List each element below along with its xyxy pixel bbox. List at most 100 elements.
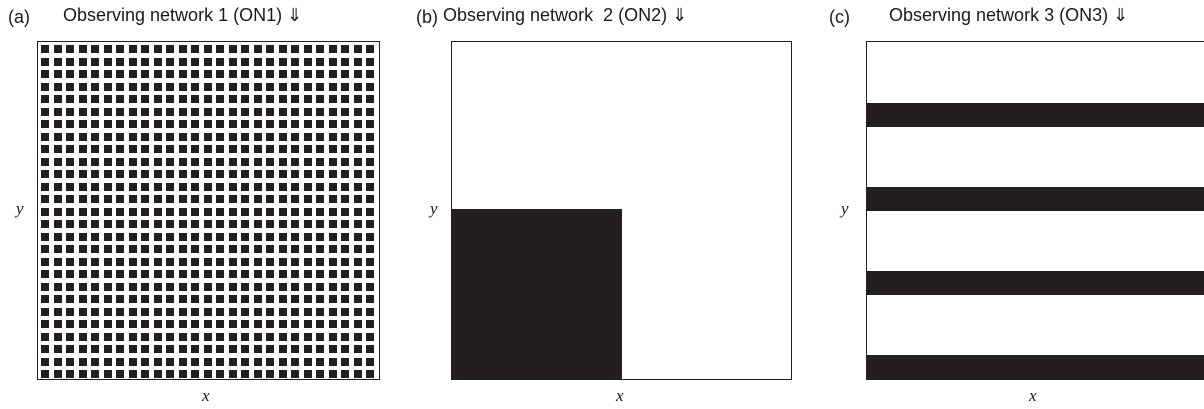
- observation-point: [228, 145, 237, 153]
- observation-point: [366, 157, 374, 166]
- observation-point: [241, 307, 249, 316]
- observation-point: [266, 82, 274, 91]
- observation-point: [53, 282, 62, 291]
- observation-point: [328, 370, 337, 378]
- observation-point: [91, 82, 99, 91]
- observation-point: [216, 370, 224, 378]
- observation-point: [166, 257, 174, 266]
- observation-point: [153, 220, 162, 228]
- observation-point: [103, 357, 112, 366]
- observation-point: [78, 157, 87, 166]
- observation-point: [116, 282, 124, 291]
- observation-point: [128, 157, 137, 166]
- observation-point: [241, 345, 249, 353]
- observation-point: [66, 195, 74, 203]
- observation-point: [116, 295, 124, 303]
- observation-point: [203, 57, 212, 66]
- observation-point: [253, 345, 262, 353]
- observation-point: [41, 107, 49, 116]
- observation-point: [91, 207, 99, 216]
- observation-point: [341, 57, 349, 66]
- observation-point: [53, 345, 62, 353]
- panel-b-y-axis-label: y: [430, 199, 438, 218]
- observation-point: [116, 182, 124, 191]
- observation-point: [178, 220, 187, 228]
- observation-point: [78, 145, 87, 153]
- observation-point: [241, 145, 249, 153]
- observation-point: [253, 82, 262, 91]
- observation-point: [203, 282, 212, 291]
- observation-point: [341, 332, 349, 341]
- observation-point: [78, 45, 87, 53]
- observation-point: [103, 282, 112, 291]
- observation-point: [216, 207, 224, 216]
- observation-point: [128, 57, 137, 66]
- observation-point: [241, 332, 249, 341]
- observation-point: [241, 57, 249, 66]
- observation-point: [141, 295, 149, 303]
- observation-point: [103, 170, 112, 178]
- observation-point: [116, 120, 124, 128]
- observation-point: [78, 320, 87, 328]
- observation-point: [191, 182, 199, 191]
- panel-a-label: (a): [8, 7, 30, 27]
- observation-point: [41, 120, 49, 128]
- observation-point: [303, 370, 312, 378]
- observation-point: [191, 170, 199, 178]
- observation-point: [41, 232, 49, 241]
- observation-point: [316, 120, 324, 128]
- observation-point: [116, 357, 124, 366]
- observation-point: [228, 195, 237, 203]
- observation-point: [341, 207, 349, 216]
- observation-point: [366, 282, 374, 291]
- observation-point: [41, 145, 49, 153]
- observation-point: [166, 45, 174, 53]
- observation-point: [41, 345, 49, 353]
- observation-point: [303, 195, 312, 203]
- observation-point: [103, 145, 112, 153]
- observation-point: [178, 195, 187, 203]
- observation-point: [128, 195, 137, 203]
- observation-point: [303, 282, 312, 291]
- observation-point: [53, 207, 62, 216]
- observation-point: [128, 132, 137, 141]
- observation-point: [53, 182, 62, 191]
- observation-point: [216, 132, 224, 141]
- observation-point: [216, 307, 224, 316]
- observation-point: [116, 320, 124, 328]
- observation-point: [191, 357, 199, 366]
- observation-point: [328, 232, 337, 241]
- observation-point: [253, 207, 262, 216]
- observation-point: [128, 320, 137, 328]
- observation-point: [241, 45, 249, 53]
- observation-point: [191, 282, 199, 291]
- observation-point: [53, 120, 62, 128]
- observation-point: [203, 345, 212, 353]
- observation-point: [216, 107, 224, 116]
- observation-point: [141, 45, 149, 53]
- observation-point: [103, 257, 112, 266]
- observation-point: [153, 145, 162, 153]
- observation-point: [278, 282, 287, 291]
- observation-point: [41, 182, 49, 191]
- observation-point: [216, 95, 224, 103]
- observation-point: [353, 257, 362, 266]
- observation-point: [228, 220, 237, 228]
- observation-point: [228, 70, 237, 78]
- observation-point: [216, 245, 224, 253]
- observation-point: [128, 95, 137, 103]
- observation-band-1: [867, 103, 1204, 127]
- observation-point: [291, 232, 299, 241]
- observation-point: [328, 70, 337, 78]
- observation-point: [266, 295, 274, 303]
- observation-point: [303, 182, 312, 191]
- observation-point: [316, 45, 324, 53]
- observation-point: [203, 120, 212, 128]
- observation-point: [153, 45, 162, 53]
- observation-point: [191, 320, 199, 328]
- observation-point: [266, 220, 274, 228]
- observation-point: [203, 107, 212, 116]
- observation-point: [328, 282, 337, 291]
- observation-point: [353, 107, 362, 116]
- observation-point: [191, 332, 199, 341]
